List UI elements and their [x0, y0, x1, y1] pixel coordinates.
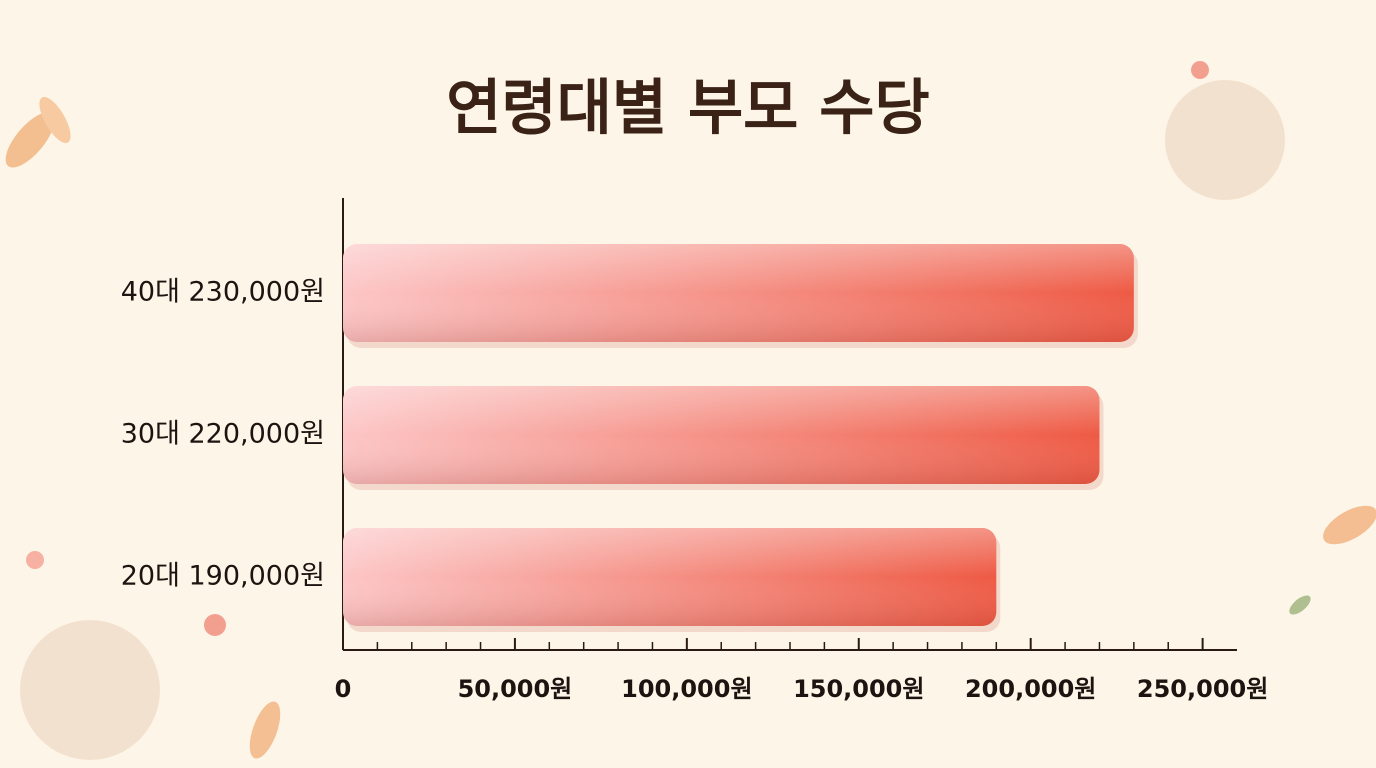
x-tick-label: 50,000원 — [458, 675, 573, 703]
bar-shine — [343, 386, 1100, 484]
y-tick-label: 30대 220,000원 — [121, 419, 325, 450]
bar-shine — [343, 244, 1134, 342]
x-tick-label: 200,000원 — [965, 675, 1096, 703]
y-tick-label: 20대 190,000원 — [121, 561, 325, 592]
y-tick-label: 40대 230,000원 — [121, 277, 325, 308]
decoration — [5, 61, 1376, 760]
x-tick-label: 250,000원 — [1137, 675, 1268, 703]
x-tick-label: 0 — [335, 675, 352, 703]
x-tick-label: 100,000원 — [621, 675, 752, 703]
bar-shine — [343, 528, 997, 626]
x-tick-label: 150,000원 — [793, 675, 924, 703]
chart-title: 연령대별 부모 수당 — [446, 74, 929, 144]
